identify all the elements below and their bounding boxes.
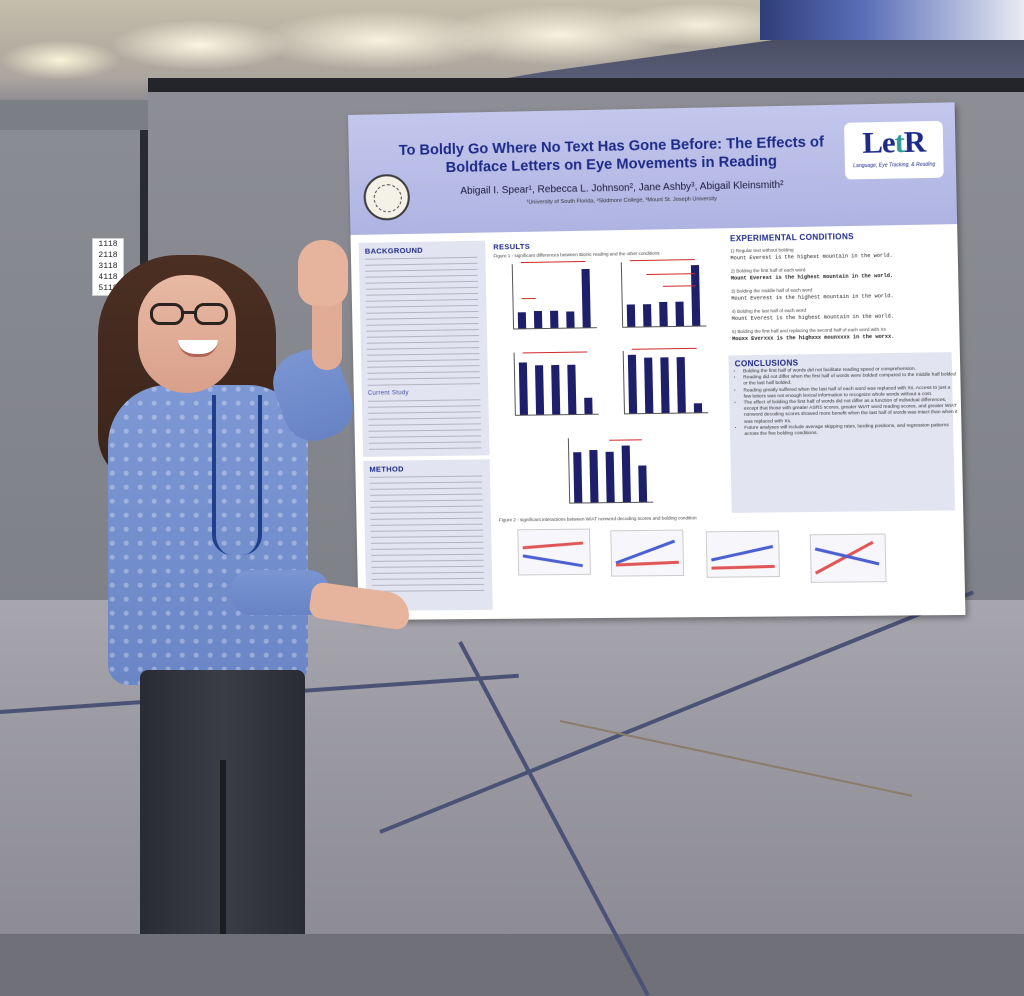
significance-bracket: [630, 259, 695, 261]
conclusions-list: Bolding the first half of words did not …: [727, 366, 960, 438]
chart-bar: [675, 302, 684, 326]
chart-bar: [518, 312, 526, 328]
lanyard: [212, 395, 262, 555]
conclusion-item: The effect of bolding the first half of …: [744, 398, 960, 426]
method-text: [370, 475, 485, 596]
chart-bar: [551, 365, 560, 414]
chart-bar: [659, 302, 668, 326]
bar-chart-2: [621, 261, 707, 328]
interaction-plot-3: [706, 531, 780, 578]
room-number: 2118: [93, 250, 123, 261]
chart-bar: [622, 446, 631, 502]
interaction-plot-2: [610, 530, 684, 577]
chart-bar: [644, 358, 653, 414]
series-line-blue: [815, 547, 880, 565]
results-heading: RESULTS: [493, 242, 530, 252]
chart-bar: [581, 269, 590, 327]
condition-4-example: Mount Everest is the highest mountain in…: [732, 313, 894, 322]
chart-bar: [573, 452, 582, 502]
current-study-heading: Current Study: [368, 390, 409, 397]
pants-leg-gap: [220, 760, 226, 934]
chart-bar: [550, 311, 558, 328]
significance-bracket: [522, 298, 536, 299]
chart-bar: [535, 365, 544, 414]
method-heading: METHOD: [369, 464, 404, 473]
interaction-plot-1: [517, 529, 591, 576]
interaction-plot-4: [810, 534, 887, 583]
experimental-conditions-heading: EXPERIMENTAL CONDITIONS: [730, 232, 854, 243]
figure2-caption: Figure 2 - significant interactions betw…: [499, 514, 783, 523]
significance-bracket: [523, 351, 588, 353]
bar-chart-3: [514, 351, 599, 416]
glasses-lens: [150, 303, 184, 325]
logo-mark: LetR: [848, 125, 939, 161]
presenter-shirt: [108, 385, 308, 685]
series-line-blue: [523, 554, 583, 567]
figure1-caption: Figure 1 - significant differences betwe…: [493, 249, 726, 259]
floor-inlay-line: [458, 641, 649, 996]
ceiling-lights: [760, 0, 1024, 40]
room-number: 3118: [93, 261, 123, 272]
logo-letter-r: R: [903, 125, 925, 159]
chart-bar: [628, 355, 637, 414]
significance-bracket: [609, 439, 641, 440]
logo-letters: Le: [862, 126, 895, 160]
chart-bar: [660, 357, 669, 413]
series-line-red: [616, 561, 679, 567]
chart-bar: [534, 311, 542, 328]
significance-bracket: [521, 261, 586, 263]
presenter-face: [138, 275, 236, 393]
chart-bar: [694, 403, 702, 412]
chart-bar: [606, 452, 615, 502]
background-heading: BACKGROUND: [365, 246, 423, 256]
bar-chart-4: [623, 350, 709, 415]
room-number: 1118: [93, 239, 123, 250]
chart-bar: [677, 357, 686, 413]
condition-5-example: Mouxx Everxxx is the highxxx mounxxxx in…: [732, 334, 894, 343]
series-line-red: [711, 565, 774, 570]
chart-bar: [567, 365, 576, 414]
research-poster: To Boldly Go Where No Text Has Gone Befo…: [348, 102, 965, 620]
glasses-bridge: [182, 311, 196, 314]
significance-bracket: [632, 348, 697, 350]
bar-chart-1: [512, 263, 597, 330]
conclusions-heading: CONCLUSIONS: [735, 358, 799, 368]
chart-bar: [638, 465, 647, 501]
chart-bar: [584, 398, 592, 414]
chart-bar: [643, 304, 652, 326]
floor-inlay-line: [379, 590, 974, 833]
series-line-red: [523, 542, 584, 550]
current-study-text: [368, 399, 481, 453]
chart-bar: [566, 311, 574, 327]
chart-bar: [589, 450, 598, 502]
series-line-red: [815, 541, 874, 575]
presenter-waving-hand: [298, 240, 348, 306]
significance-bracket: [646, 273, 695, 275]
floor-inlay-line: [560, 720, 913, 797]
logo-tagline: Language, Eye Tracking, & Reading: [847, 161, 942, 169]
condition-2-example: Mount Everest is the highest mountain in…: [731, 273, 893, 282]
bar-chart-5: [568, 437, 653, 503]
background-text: [365, 257, 480, 387]
letr-logo: LetR Language, Eye Tracking, & Reading: [844, 121, 944, 180]
series-line-blue: [711, 545, 773, 562]
glasses-icon: [150, 303, 238, 327]
condition-3-example: Mount Everest is the highest mountain in…: [731, 293, 893, 302]
glasses-lens: [194, 303, 228, 325]
chart-bar: [519, 362, 528, 414]
chart-bar: [627, 304, 636, 326]
